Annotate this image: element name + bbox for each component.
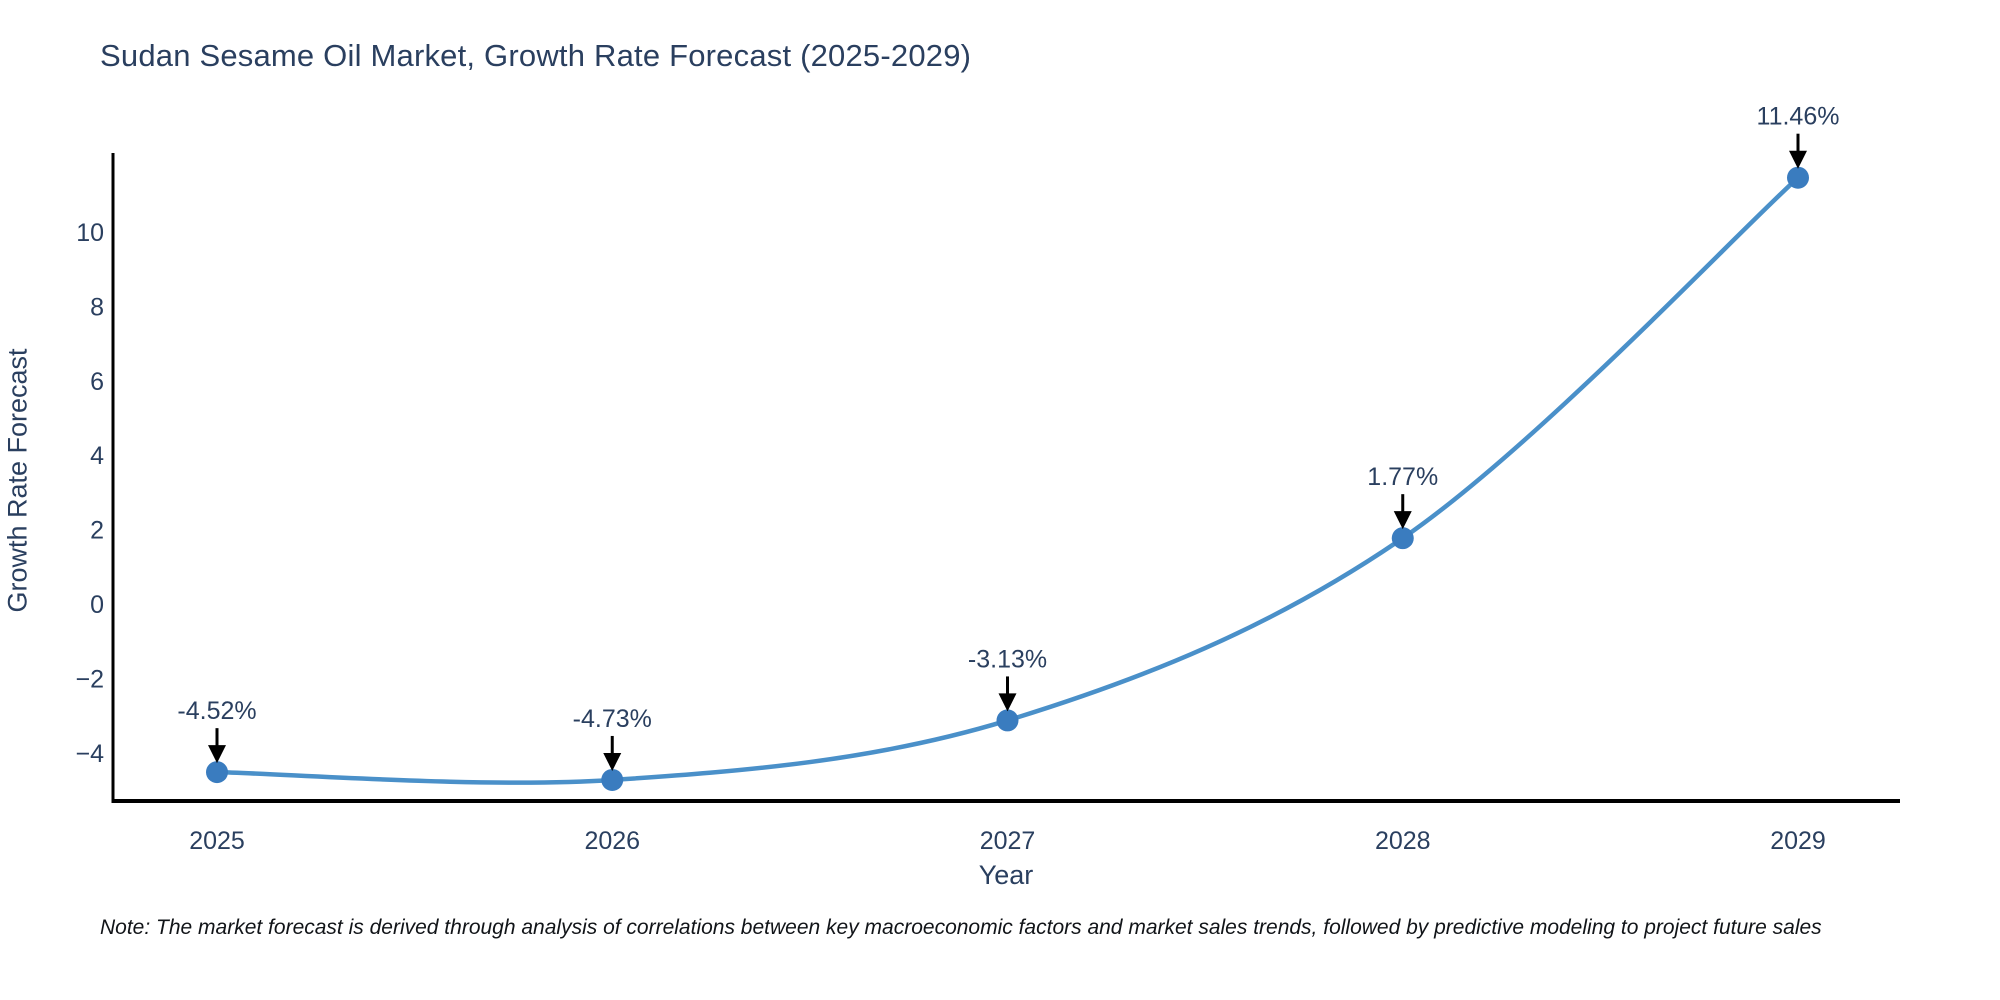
data-point-marker[interactable] [601,768,624,791]
forecast-line [214,175,1801,785]
data-point-marker[interactable] [1391,527,1414,550]
point-value-label: -4.73% [573,705,652,733]
x-tick-label: 2026 [584,827,640,855]
data-point-marker[interactable] [1787,166,1809,189]
y-tick-label: −2 [75,665,104,693]
annotation-arrowhead [603,752,622,771]
point-value-label: -3.13% [968,645,1047,673]
x-tick-label: 2028 [1375,827,1431,855]
y-tick-label: 2 [90,517,104,545]
annotation-arrowhead [998,693,1017,712]
y-tick-label: 6 [90,368,104,396]
x-tick-label: 2029 [1770,827,1826,855]
point-value-label: -4.52% [177,697,256,725]
data-point-marker[interactable] [996,709,1019,732]
annotation-arrowhead [208,745,226,764]
annotation-arrowhead [1393,511,1412,530]
y-tick-label: −4 [75,740,104,768]
data-point-marker[interactable] [206,761,228,784]
point-value-label: 11.46% [1757,103,1840,131]
y-tick-label: 0 [90,591,104,619]
annotation-arrowhead [1789,150,1807,169]
x-axis-title: Year [978,860,1034,890]
chart-title: Sudan Sesame Oil Market, Growth Rate For… [100,38,972,73]
y-tick-label: 10 [76,219,104,247]
y-tick-label: 4 [90,442,104,470]
x-tick-label: 2027 [980,827,1036,855]
point-value-label: 1.77% [1367,463,1438,491]
footnote: Note: The market forecast is derived thr… [100,916,1822,939]
x-tick-label: 2025 [189,827,245,855]
y-tick-label: 8 [90,293,104,321]
